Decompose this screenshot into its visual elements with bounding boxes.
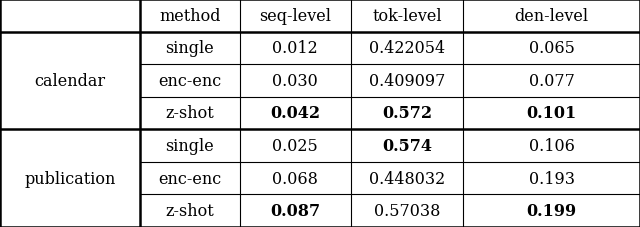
Text: 0.025: 0.025 [273,137,318,154]
Text: tok-level: tok-level [372,8,442,25]
Text: z-shot: z-shot [165,202,214,219]
Text: 0.422054: 0.422054 [369,40,445,57]
Text: single: single [165,40,214,57]
Text: 0.193: 0.193 [529,170,575,187]
Text: 0.106: 0.106 [529,137,575,154]
Text: single: single [165,137,214,154]
Text: 0.199: 0.199 [527,202,577,219]
Text: 0.065: 0.065 [529,40,575,57]
Text: 0.068: 0.068 [273,170,318,187]
Text: enc-enc: enc-enc [158,73,221,90]
Text: 0.012: 0.012 [273,40,318,57]
Text: 0.101: 0.101 [527,105,577,122]
Text: 0.409097: 0.409097 [369,73,445,90]
Text: publication: publication [24,170,115,187]
Text: 0.574: 0.574 [382,137,432,154]
Text: method: method [159,8,221,25]
Text: 0.077: 0.077 [529,73,575,90]
Text: z-shot: z-shot [165,105,214,122]
Text: calendar: calendar [34,73,106,90]
Text: 0.087: 0.087 [270,202,321,219]
Text: den-level: den-level [515,8,589,25]
Text: seq-level: seq-level [259,8,332,25]
Text: enc-enc: enc-enc [158,170,221,187]
Text: 0.57038: 0.57038 [374,202,440,219]
Text: 0.448032: 0.448032 [369,170,445,187]
Text: 0.030: 0.030 [273,73,318,90]
Text: 0.042: 0.042 [270,105,321,122]
Text: 0.572: 0.572 [382,105,432,122]
